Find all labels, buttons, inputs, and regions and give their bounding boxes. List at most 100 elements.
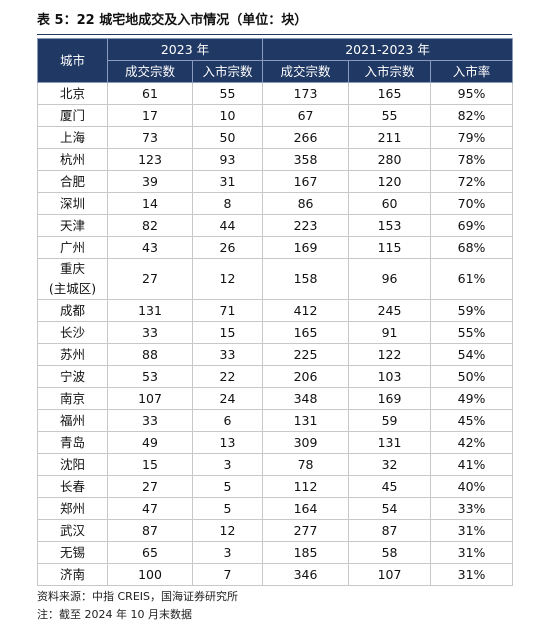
value-cell: 55 bbox=[191, 82, 264, 105]
value-cell: 309 bbox=[262, 431, 350, 454]
value-cell: 167 bbox=[262, 170, 350, 193]
value-cell: 67 bbox=[262, 104, 350, 127]
value-cell: 93 bbox=[191, 148, 264, 171]
value-cell: 96 bbox=[348, 258, 432, 300]
value-cell: 277 bbox=[262, 519, 350, 542]
value-cell: 225 bbox=[262, 343, 350, 366]
value-cell: 7 bbox=[191, 563, 264, 586]
table-row: 无锡 65 3 185 58 31% bbox=[37, 541, 514, 564]
table-row: 广州 43 26 169 115 68% bbox=[37, 236, 514, 259]
value-cell: 95% bbox=[430, 82, 514, 105]
city-cell: 武汉 bbox=[37, 519, 108, 542]
value-cell: 33 bbox=[107, 409, 193, 432]
value-cell: 346 bbox=[262, 563, 350, 586]
city-cell: 沈阳 bbox=[37, 453, 108, 476]
value-cell: 15 bbox=[107, 453, 193, 476]
header-cell: 2023 年 bbox=[106, 38, 264, 61]
table-row: 成都 131 71 412 245 59% bbox=[37, 299, 514, 322]
value-cell: 211 bbox=[348, 126, 432, 149]
value-cell: 15 bbox=[191, 321, 264, 344]
city-cell: 无锡 bbox=[37, 541, 108, 564]
header-cell: 入市宗数 bbox=[191, 60, 264, 83]
city-cell: 天津 bbox=[37, 214, 108, 237]
value-cell: 44 bbox=[191, 214, 264, 237]
city-cell: 杭州 bbox=[37, 148, 108, 171]
value-cell: 86 bbox=[262, 192, 350, 215]
value-cell: 82 bbox=[107, 214, 193, 237]
table: 城市 2023 年 2021-2023 年 成交宗数 入市宗数 成交宗数 入市宗数 入市… bbox=[37, 38, 514, 586]
value-cell: 47 bbox=[107, 497, 193, 520]
city-cell: 重庆 (主城区) bbox=[37, 258, 108, 300]
city-cell: 厦门 bbox=[37, 104, 108, 127]
value-cell: 78% bbox=[430, 148, 514, 171]
value-cell: 153 bbox=[348, 214, 432, 237]
value-cell: 158 bbox=[262, 258, 350, 300]
value-cell: 3 bbox=[191, 541, 264, 564]
value-cell: 59 bbox=[348, 409, 432, 432]
city-cell: 南京 bbox=[37, 387, 108, 410]
value-cell: 131 bbox=[348, 431, 432, 454]
table-row: 长春 27 5 112 45 40% bbox=[37, 475, 514, 498]
value-cell: 123 bbox=[107, 148, 193, 171]
value-cell: 78 bbox=[262, 453, 350, 476]
value-cell: 50% bbox=[430, 365, 514, 388]
value-cell: 42% bbox=[430, 431, 514, 454]
value-cell: 10 bbox=[191, 104, 264, 127]
value-cell: 71 bbox=[191, 299, 264, 322]
value-cell: 32 bbox=[348, 453, 432, 476]
value-cell: 3 bbox=[191, 453, 264, 476]
value-cell: 131 bbox=[107, 299, 193, 322]
value-cell: 412 bbox=[262, 299, 350, 322]
value-cell: 100 bbox=[107, 563, 193, 586]
value-cell: 17 bbox=[107, 104, 193, 127]
city-cell: 长沙 bbox=[37, 321, 108, 344]
header-cell: 成交宗数 bbox=[262, 60, 350, 83]
value-cell: 61 bbox=[107, 82, 193, 105]
value-cell: 8 bbox=[191, 192, 264, 215]
value-cell: 12 bbox=[191, 258, 264, 300]
value-cell: 5 bbox=[191, 475, 264, 498]
value-cell: 173 bbox=[262, 82, 350, 105]
value-cell: 206 bbox=[262, 365, 350, 388]
value-cell: 58 bbox=[348, 541, 432, 564]
city-cell: 合肥 bbox=[37, 170, 108, 193]
value-cell: 14 bbox=[107, 192, 193, 215]
value-cell: 72% bbox=[430, 170, 514, 193]
table-row: 福州 33 6 131 59 45% bbox=[37, 409, 514, 432]
value-cell: 40% bbox=[430, 475, 514, 498]
value-cell: 45% bbox=[430, 409, 514, 432]
value-cell: 122 bbox=[348, 343, 432, 366]
value-cell: 82% bbox=[430, 104, 514, 127]
table-row: 沈阳 15 3 78 32 41% bbox=[37, 453, 514, 476]
table-row: 郑州 47 5 164 54 33% bbox=[37, 497, 514, 520]
value-cell: 59% bbox=[430, 299, 514, 322]
table-row: 宁波 53 22 206 103 50% bbox=[37, 365, 514, 388]
value-cell: 33 bbox=[191, 343, 264, 366]
city-cell: 宁波 bbox=[37, 365, 108, 388]
value-cell: 49 bbox=[107, 431, 193, 454]
value-cell: 12 bbox=[191, 519, 264, 542]
value-cell: 185 bbox=[262, 541, 350, 564]
header-cell: 入市率 bbox=[430, 60, 514, 83]
value-cell: 45 bbox=[348, 475, 432, 498]
table-row: 杭州 123 93 358 280 78% bbox=[37, 148, 514, 171]
value-cell: 88 bbox=[107, 343, 193, 366]
city-cell: 北京 bbox=[37, 82, 108, 105]
value-cell: 33 bbox=[107, 321, 193, 344]
value-cell: 131 bbox=[262, 409, 350, 432]
value-cell: 245 bbox=[348, 299, 432, 322]
table-row: 厦门 17 10 67 55 82% bbox=[37, 104, 514, 127]
value-cell: 31% bbox=[430, 541, 514, 564]
city-cell: 苏州 bbox=[37, 343, 108, 366]
value-cell: 358 bbox=[262, 148, 350, 171]
table-row: 天津 82 44 223 153 69% bbox=[37, 214, 514, 237]
value-cell: 61% bbox=[430, 258, 514, 300]
value-cell: 50 bbox=[191, 126, 264, 149]
table-row: 苏州 88 33 225 122 54% bbox=[37, 343, 514, 366]
value-cell: 31% bbox=[430, 563, 514, 586]
value-cell: 54% bbox=[430, 343, 514, 366]
value-cell: 107 bbox=[348, 563, 432, 586]
value-cell: 112 bbox=[262, 475, 350, 498]
value-cell: 55 bbox=[348, 104, 432, 127]
